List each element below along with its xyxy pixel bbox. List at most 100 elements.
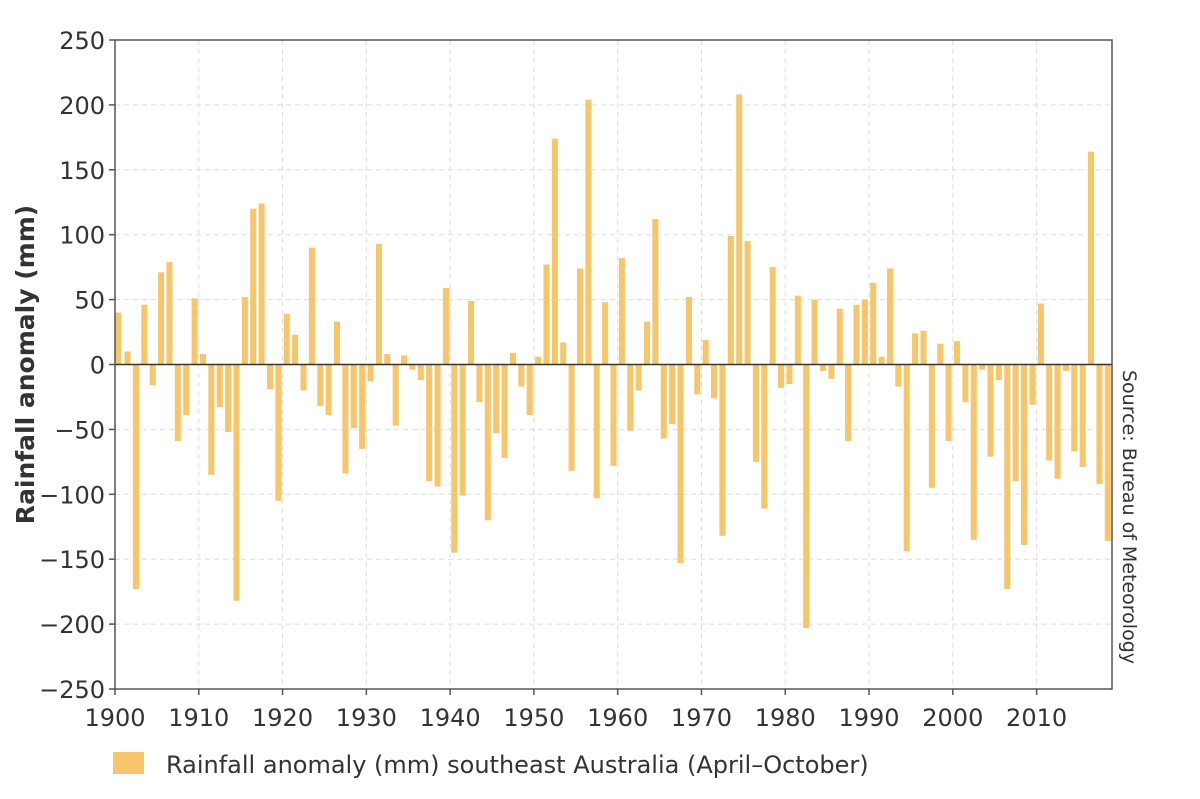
y-axis-title: Rainfall anomaly (mm) xyxy=(11,205,40,524)
bar-1972 xyxy=(719,364,726,536)
bar-1979 xyxy=(778,364,785,388)
x-tick-label: 1960 xyxy=(587,704,648,732)
source-note: Source: Bureau of Meteorology xyxy=(1118,370,1140,664)
x-tick-label: 1930 xyxy=(336,704,397,732)
bar-1920 xyxy=(283,313,290,365)
bar-1991 xyxy=(878,356,885,365)
bar-2003 xyxy=(979,364,986,370)
bar-1988 xyxy=(853,304,860,365)
bar-1932 xyxy=(384,354,391,365)
bar-1901 xyxy=(124,351,131,365)
bar-2001 xyxy=(962,364,969,403)
bar-1926 xyxy=(334,321,341,365)
bar-1987 xyxy=(845,364,852,442)
bar-1997 xyxy=(928,364,935,488)
bar-1964 xyxy=(652,219,659,365)
y-tick-label: −100 xyxy=(39,481,105,509)
y-axis-ticks: 250 200 150 100 50 0 −50 −100 −150 −200 −250 xyxy=(39,27,115,704)
bar-2015 xyxy=(1079,364,1086,468)
bar-1933 xyxy=(392,364,399,426)
bar-1900 xyxy=(115,312,122,365)
bar-2000 xyxy=(953,341,961,365)
bar-1934 xyxy=(401,355,408,365)
bar-1929 xyxy=(359,364,366,449)
bar-2009 xyxy=(1029,364,1036,405)
bar-1905 xyxy=(158,272,165,365)
bar-1993 xyxy=(895,364,902,387)
bar-1971 xyxy=(711,364,718,399)
bar-1974 xyxy=(736,94,743,365)
bar-1946 xyxy=(501,364,508,458)
bar-1917 xyxy=(258,203,265,365)
bar-1902 xyxy=(132,364,139,590)
bar-1957 xyxy=(593,364,600,499)
bar-1941 xyxy=(459,364,466,496)
bar-1937 xyxy=(426,364,433,482)
bar-1990 xyxy=(870,282,877,365)
bar-1952 xyxy=(551,138,558,365)
bar-1961 xyxy=(627,364,634,431)
y-tick-label: 250 xyxy=(59,27,105,55)
bar-2010 xyxy=(1037,303,1044,365)
bar-1983 xyxy=(811,299,818,365)
y-tick-label: −200 xyxy=(39,611,105,639)
y-tick-label: −150 xyxy=(39,546,105,574)
bar-1936 xyxy=(417,364,424,381)
bar-2004 xyxy=(987,364,994,457)
bar-1931 xyxy=(375,243,382,365)
bar-1973 xyxy=(727,236,734,365)
bar-1994 xyxy=(903,364,910,552)
bars xyxy=(115,94,1111,628)
bar-1904 xyxy=(149,364,156,386)
bar-1956 xyxy=(585,99,592,365)
bar-1925 xyxy=(325,364,332,416)
x-tick-label: 1990 xyxy=(838,704,899,732)
bar-1998 xyxy=(937,343,944,365)
bar-1980 xyxy=(786,364,793,384)
bar-1951 xyxy=(543,264,550,365)
bar-1989 xyxy=(861,299,868,365)
bar-1985 xyxy=(828,364,835,379)
bar-1908 xyxy=(183,364,190,416)
bar-2006 xyxy=(1004,364,1011,590)
bar-1959 xyxy=(610,364,617,466)
y-tick-label: 150 xyxy=(59,157,105,185)
bar-2008 xyxy=(1021,364,1028,545)
bar-1966 xyxy=(669,364,676,425)
x-tick-label: 1970 xyxy=(671,704,732,732)
bar-1955 xyxy=(576,268,583,365)
bar-1928 xyxy=(350,364,357,429)
bar-1976 xyxy=(752,364,759,462)
bar-1944 xyxy=(484,364,491,521)
bar-1999 xyxy=(945,364,952,442)
bar-2018 xyxy=(1104,364,1111,542)
bar-1962 xyxy=(635,364,642,391)
x-tick-label: 2000 xyxy=(922,704,983,732)
bar-1965 xyxy=(660,364,667,439)
bar-2005 xyxy=(995,364,1002,381)
bar-1927 xyxy=(342,364,349,474)
bar-1996 xyxy=(920,330,927,365)
bar-1903 xyxy=(141,304,148,365)
bar-1984 xyxy=(819,364,826,371)
bar-2011 xyxy=(1046,364,1053,461)
x-tick-label: 2010 xyxy=(1006,704,1067,732)
y-tick-label: 100 xyxy=(59,222,105,250)
y-tick-label: 50 xyxy=(74,287,105,315)
bar-1986 xyxy=(836,308,843,365)
bar-1969 xyxy=(694,364,701,395)
bar-1970 xyxy=(702,339,709,365)
legend-label: Rainfall anomaly (mm) southeast Australi… xyxy=(166,751,869,779)
bar-1995 xyxy=(912,333,919,365)
bar-1977 xyxy=(761,364,768,509)
bar-1912 xyxy=(216,364,223,408)
bar-1906 xyxy=(166,261,173,365)
bar-1913 xyxy=(225,364,232,432)
bar-1949 xyxy=(526,364,533,416)
bar-2014 xyxy=(1071,364,1078,452)
x-tick-label: 1950 xyxy=(503,704,564,732)
bar-1992 xyxy=(886,268,893,365)
bar-1921 xyxy=(292,334,299,365)
bar-2007 xyxy=(1012,364,1019,482)
